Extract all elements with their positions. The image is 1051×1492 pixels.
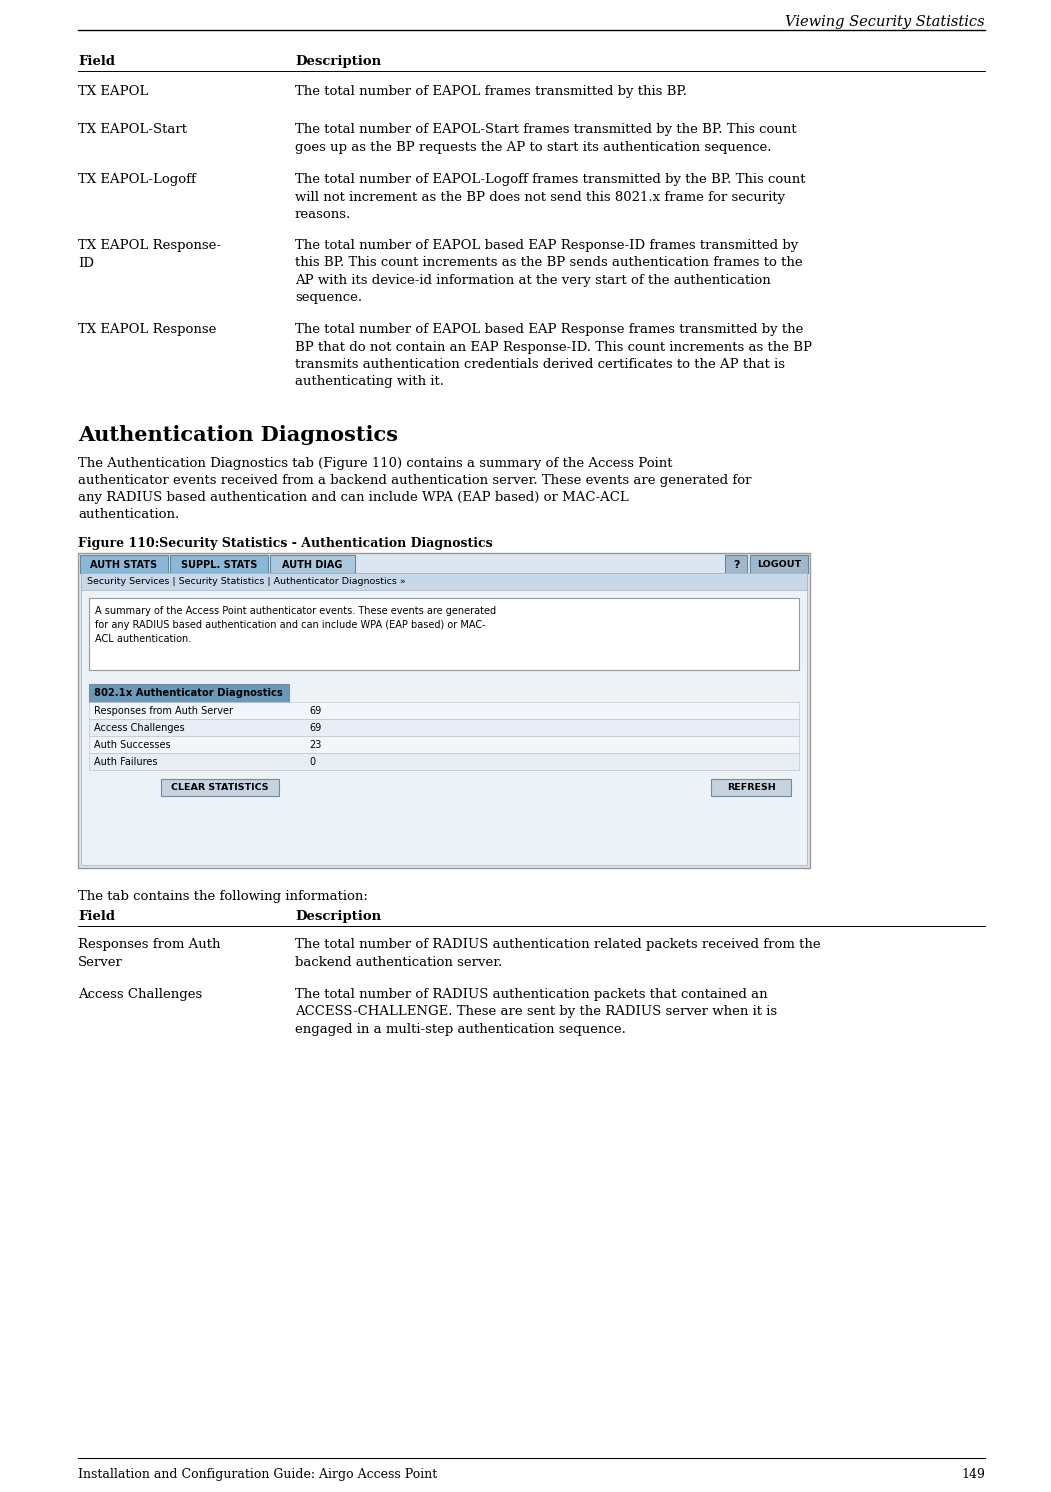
- Bar: [89, 683, 289, 703]
- Text: LOGOUT: LOGOUT: [757, 560, 801, 568]
- Text: Field: Field: [78, 55, 115, 69]
- Text: any RADIUS based authentication and can include WPA (EAP based) or MAC-ACL: any RADIUS based authentication and can …: [78, 491, 628, 504]
- Text: Auth Successes: Auth Successes: [94, 740, 170, 750]
- Text: The total number of EAPOL frames transmitted by this BP.: The total number of EAPOL frames transmi…: [295, 85, 687, 98]
- Text: Description: Description: [295, 55, 382, 69]
- Text: ACL authentication.: ACL authentication.: [95, 634, 191, 645]
- Text: 23: 23: [309, 740, 322, 750]
- Text: The total number of EAPOL-Start frames transmitted by the BP. This count
goes up: The total number of EAPOL-Start frames t…: [295, 122, 797, 154]
- Bar: [78, 554, 810, 868]
- Text: TX EAPOL-Logoff: TX EAPOL-Logoff: [78, 173, 195, 186]
- Text: Access Challenges: Access Challenges: [94, 724, 185, 733]
- Text: Access Challenges: Access Challenges: [78, 988, 202, 1001]
- Bar: [161, 779, 279, 797]
- Bar: [89, 598, 799, 670]
- Bar: [710, 779, 791, 797]
- Text: The total number of EAPOL-Logoff frames transmitted by the BP. This count
will n: The total number of EAPOL-Logoff frames …: [295, 173, 805, 221]
- Text: Description: Description: [295, 910, 382, 924]
- Text: The total number of EAPOL based EAP Response-ID frames transmitted by
this BP. T: The total number of EAPOL based EAP Resp…: [295, 239, 803, 304]
- Text: Responses from Auth Server: Responses from Auth Server: [94, 706, 233, 716]
- Text: The tab contains the following information:: The tab contains the following informati…: [78, 891, 368, 903]
- Bar: [89, 753, 799, 770]
- Text: REFRESH: REFRESH: [726, 783, 776, 792]
- Bar: [89, 703, 799, 719]
- Bar: [170, 555, 268, 573]
- Text: 69: 69: [309, 724, 322, 733]
- Bar: [81, 573, 807, 865]
- Text: Field: Field: [78, 910, 115, 924]
- Text: 0: 0: [309, 756, 315, 767]
- Text: Authentication Diagnostics: Authentication Diagnostics: [78, 425, 398, 445]
- Text: authenticator events received from a backend authentication server. These events: authenticator events received from a bac…: [78, 474, 751, 486]
- Text: authentication.: authentication.: [78, 507, 180, 521]
- Text: The total number of RADIUS authentication related packets received from the
back: The total number of RADIUS authenticatio…: [295, 938, 821, 968]
- Text: TX EAPOL Response: TX EAPOL Response: [78, 322, 217, 336]
- Text: Viewing Security Statistics: Viewing Security Statistics: [785, 15, 985, 28]
- Text: The Authentication Diagnostics tab (Figure 110) contains a summary of the Access: The Authentication Diagnostics tab (Figu…: [78, 457, 673, 470]
- Text: 149: 149: [961, 1468, 985, 1482]
- Text: TX EAPOL Response-
ID: TX EAPOL Response- ID: [78, 239, 221, 270]
- Text: Security Services | Security Statistics | Authenticator Diagnostics »: Security Services | Security Statistics …: [87, 577, 406, 586]
- Bar: [725, 555, 747, 573]
- Text: TX EAPOL-Start: TX EAPOL-Start: [78, 122, 187, 136]
- Text: Installation and Configuration Guide: Airgo Access Point: Installation and Configuration Guide: Ai…: [78, 1468, 437, 1482]
- Bar: [80, 555, 168, 573]
- Text: ?: ?: [733, 560, 739, 570]
- Text: Auth Failures: Auth Failures: [94, 756, 158, 767]
- Text: Security Statistics - Authentication Diagnostics: Security Statistics - Authentication Dia…: [146, 537, 493, 551]
- Bar: [89, 736, 799, 753]
- Text: TX EAPOL: TX EAPOL: [78, 85, 148, 98]
- Bar: [270, 555, 355, 573]
- Text: for any RADIUS based authentication and can include WPA (EAP based) or MAC-: for any RADIUS based authentication and …: [95, 621, 486, 630]
- Bar: [750, 555, 808, 573]
- Bar: [89, 719, 799, 736]
- Bar: [81, 573, 807, 589]
- Text: SUPPL. STATS: SUPPL. STATS: [181, 560, 257, 570]
- Text: A summary of the Access Point authenticator events. These events are generated: A summary of the Access Point authentica…: [95, 606, 496, 616]
- Text: 69: 69: [309, 706, 322, 716]
- Text: Responses from Auth
Server: Responses from Auth Server: [78, 938, 221, 968]
- Text: 802.1x Authenticator Diagnostics: 802.1x Authenticator Diagnostics: [94, 688, 283, 698]
- Text: CLEAR STATISTICS: CLEAR STATISTICS: [171, 783, 269, 792]
- Text: The total number of RADIUS authentication packets that contained an
ACCESS-CHALL: The total number of RADIUS authenticatio…: [295, 988, 777, 1035]
- Text: Figure 110:: Figure 110:: [78, 537, 160, 551]
- Text: The total number of EAPOL based EAP Response frames transmitted by the
BP that d: The total number of EAPOL based EAP Resp…: [295, 322, 812, 388]
- Text: AUTH STATS: AUTH STATS: [90, 560, 158, 570]
- Text: AUTH DIAG: AUTH DIAG: [283, 560, 343, 570]
